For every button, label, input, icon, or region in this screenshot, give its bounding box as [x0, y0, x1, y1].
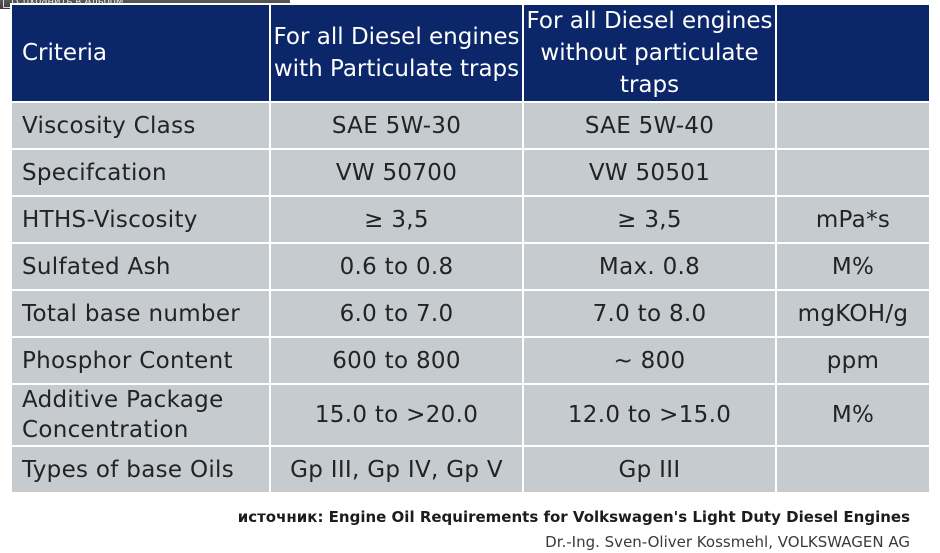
row-criteria: HTHS-Viscosity — [10, 195, 271, 244]
source-citation: источник: Engine Oil Requirements for Vo… — [237, 508, 910, 526]
row-value-with-traps: 600 to 800 — [269, 336, 524, 385]
table-row: HTHS-Viscosity ≥ 3,5 ≥ 3,5 mPa*s — [10, 195, 931, 244]
row-value-without-traps: Gp III — [522, 445, 777, 494]
row-criteria: Specifcation — [10, 148, 271, 197]
row-criteria: Viscosity Class — [10, 101, 271, 150]
row-criteria: Types of base Oils — [10, 445, 271, 494]
oil-spec-table: Criteria For all Diesel engines with Par… — [10, 3, 931, 494]
row-value-without-traps: 12.0 to >15.0 — [522, 383, 777, 447]
row-criteria: Total base number — [10, 289, 271, 338]
row-value-with-traps: 15.0 to >20.0 — [269, 383, 524, 447]
row-unit — [775, 101, 931, 150]
row-criteria: Additive Package Concentration — [10, 383, 271, 447]
table-row: Total base number 6.0 to 7.0 7.0 to 8.0 … — [10, 289, 931, 338]
row-unit — [775, 445, 931, 494]
row-value-without-traps: ~ 800 — [522, 336, 777, 385]
row-criteria: Phosphor Content — [10, 336, 271, 385]
row-value-with-traps: ≥ 3,5 — [269, 195, 524, 244]
header-unit — [775, 3, 931, 103]
row-value-without-traps: 7.0 to 8.0 — [522, 289, 777, 338]
table-row: Phosphor Content 600 to 800 ~ 800 ppm — [10, 336, 931, 385]
table-row: Additive Package Concentration 15.0 to >… — [10, 383, 931, 447]
table-header-row: Criteria For all Diesel engines with Par… — [10, 3, 931, 103]
row-value-without-traps: ≥ 3,5 — [522, 195, 777, 244]
table-row: Viscosity Class SAE 5W-30 SAE 5W-40 — [10, 101, 931, 150]
row-unit: M% — [775, 383, 931, 447]
row-unit: mgKOH/g — [775, 289, 931, 338]
row-unit: M% — [775, 242, 931, 291]
row-value-with-traps: Gp III, Gp IV, Gp V — [269, 445, 524, 494]
row-value-with-traps: SAE 5W-30 — [269, 101, 524, 150]
header-criteria: Criteria — [10, 3, 271, 103]
table-row: Types of base Oils Gp III, Gp IV, Gp V G… — [10, 445, 931, 494]
header-without-particulate-traps: For all Diesel engines without particula… — [522, 3, 777, 103]
author-credit: Dr.-Ing. Sven-Oliver Kossmehl, VOLKSWAGE… — [545, 533, 910, 551]
row-value-with-traps: 6.0 to 7.0 — [269, 289, 524, 338]
row-criteria: Sulfated Ash — [10, 242, 271, 291]
row-value-without-traps: Max. 0.8 — [522, 242, 777, 291]
table-row: Specifcation VW 50700 VW 50501 — [10, 148, 931, 197]
row-unit: mPa*s — [775, 195, 931, 244]
row-value-without-traps: SAE 5W-40 — [522, 101, 777, 150]
row-value-with-traps: VW 50700 — [269, 148, 524, 197]
header-with-particulate-traps: For all Diesel engines with Particulate … — [269, 3, 524, 103]
row-unit: ppm — [775, 336, 931, 385]
row-value-with-traps: 0.6 to 0.8 — [269, 242, 524, 291]
row-value-without-traps: VW 50501 — [522, 148, 777, 197]
row-unit — [775, 148, 931, 197]
table-row: Sulfated Ash 0.6 to 0.8 Max. 0.8 M% — [10, 242, 931, 291]
